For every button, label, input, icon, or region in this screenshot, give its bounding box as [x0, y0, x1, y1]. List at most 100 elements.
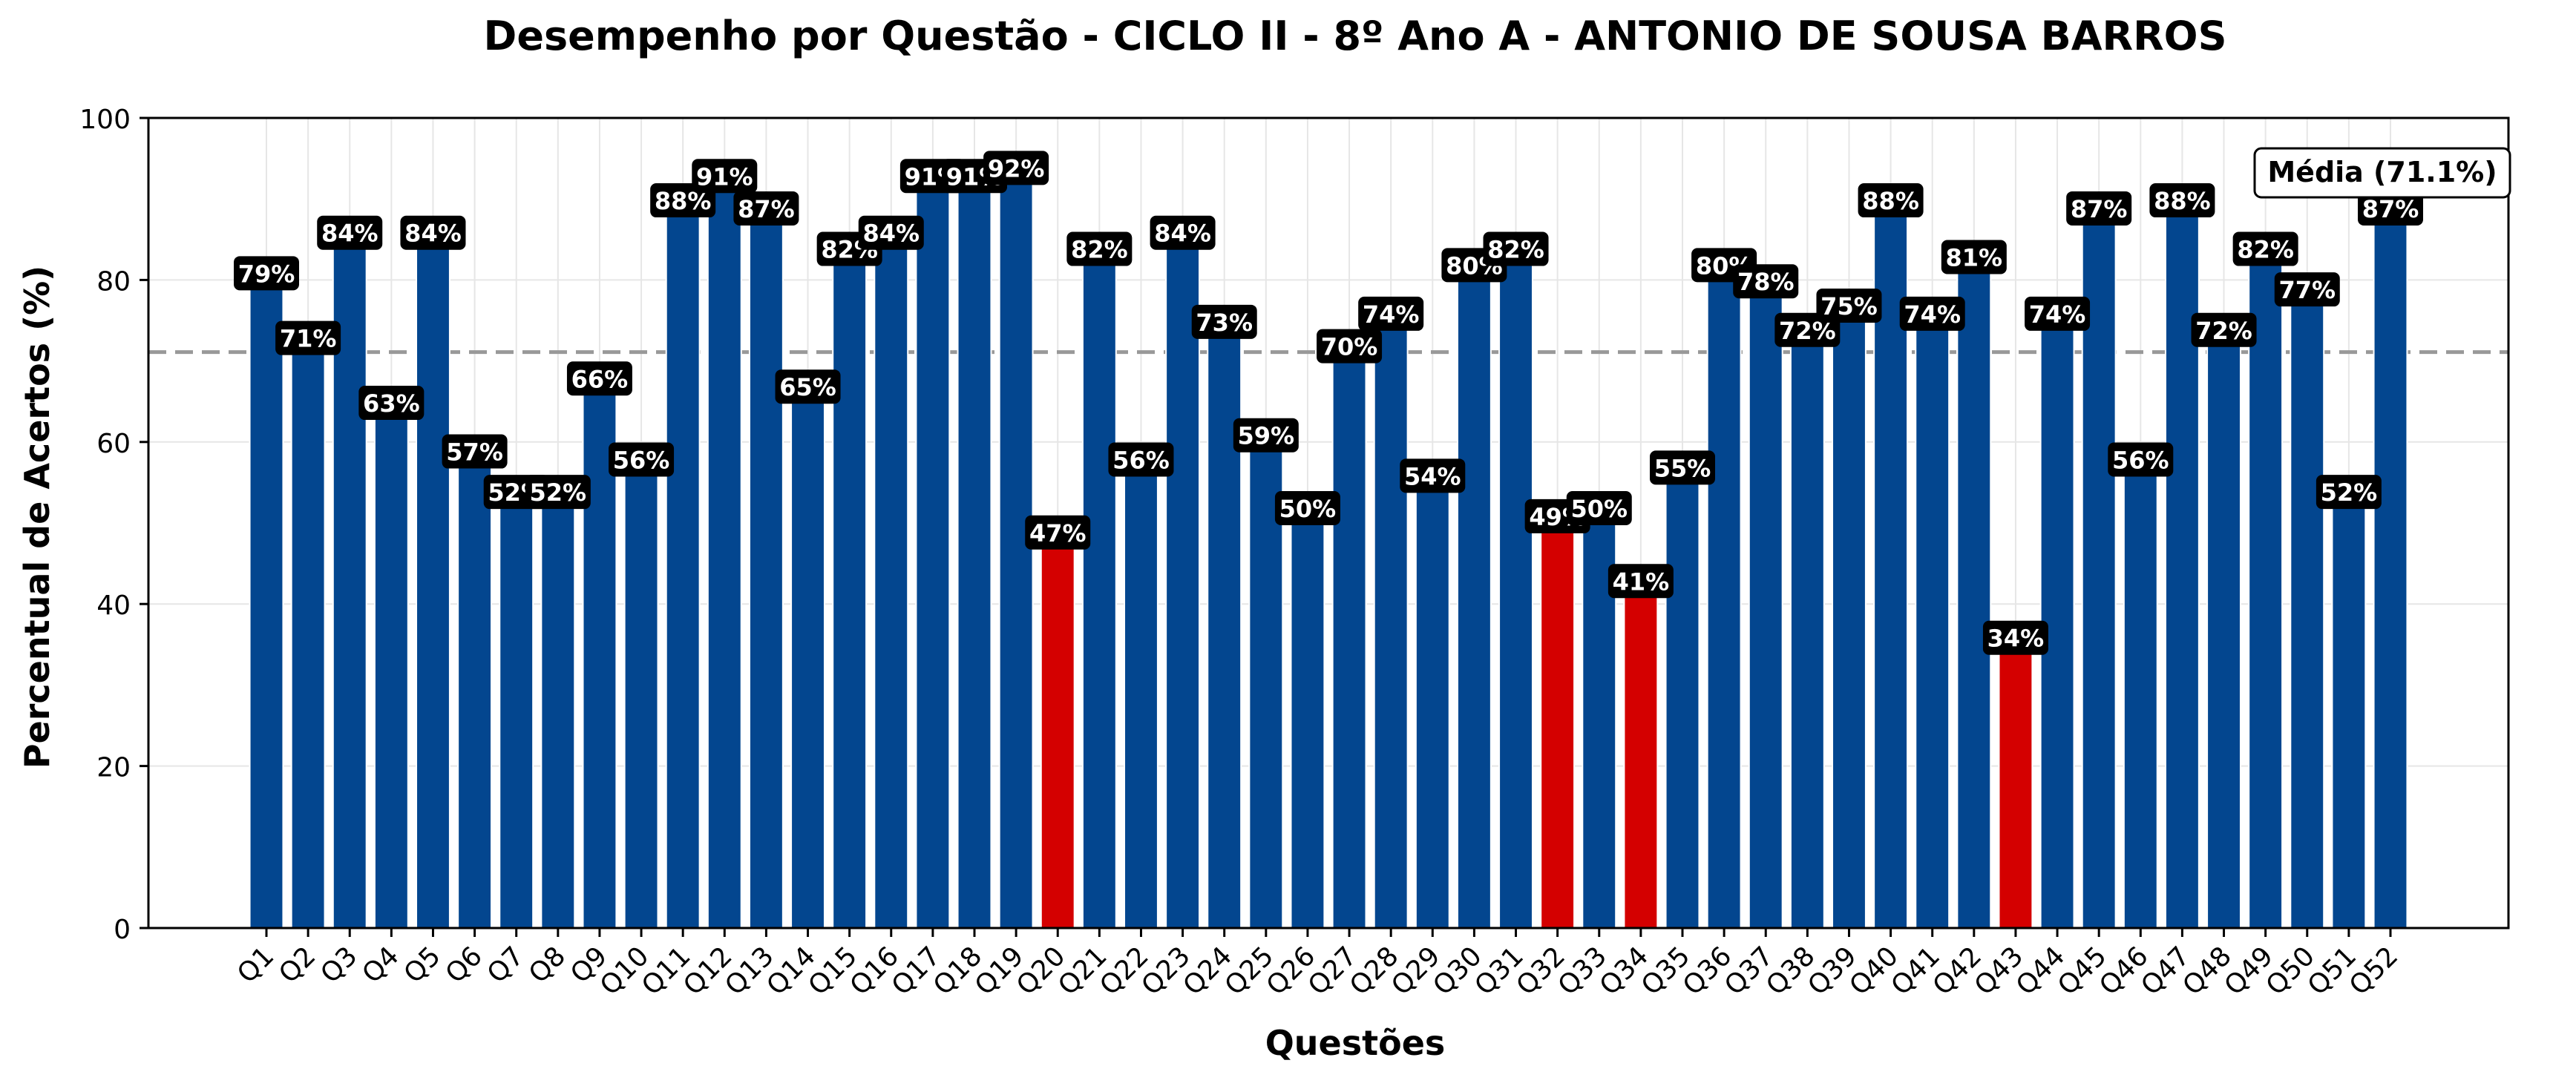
data-label-box — [2025, 296, 2091, 331]
bar — [748, 222, 784, 929]
bar — [1290, 522, 1325, 929]
bar — [665, 214, 701, 930]
mean-legend: Média (71.1%) — [2253, 147, 2511, 199]
data-label: 92% — [988, 154, 1045, 182]
data-label-box — [1733, 264, 1799, 299]
data-label-box — [1150, 215, 1216, 250]
data-label-box — [775, 369, 841, 404]
data-label-box — [1358, 296, 1424, 331]
data-label: 74% — [1904, 300, 1961, 329]
data-label-box — [1108, 442, 1174, 477]
x-tick-label: Q5 — [399, 941, 447, 989]
data-label-box — [1816, 289, 1882, 323]
y-tick-label: 60 — [96, 429, 131, 459]
x-tick-label: Q4 — [356, 941, 404, 989]
bars-layer — [249, 182, 2408, 930]
bar — [332, 246, 367, 930]
bar — [2123, 473, 2158, 929]
bar — [1124, 473, 1158, 929]
bar — [915, 190, 951, 929]
bar — [1415, 490, 1450, 929]
x-tick-label: Q52 — [2344, 941, 2404, 1001]
bar — [1915, 327, 1950, 930]
data-label-box — [2274, 272, 2340, 307]
data-label: 73% — [1196, 309, 1253, 337]
bar — [1956, 271, 1992, 930]
bar — [1040, 546, 1075, 929]
data-label: 79% — [238, 260, 295, 288]
data-label-box — [234, 256, 299, 291]
data-label-box — [1607, 564, 1674, 599]
y-tick-label: 0 — [114, 915, 131, 945]
data-label: 41% — [1613, 567, 1670, 596]
data-label: 84% — [404, 220, 462, 248]
bar — [832, 263, 868, 929]
chart-title: Desempenho por Questão - CICLO II - 8º A… — [484, 13, 2227, 59]
y-axis: 0 20 40 60 80 100 — [79, 105, 148, 945]
data-label: 70% — [1321, 333, 1378, 361]
data-label-box — [1483, 231, 1549, 266]
data-label: 66% — [571, 365, 629, 393]
data-label: 74% — [2029, 300, 2086, 329]
bar — [373, 417, 409, 929]
data-label-box — [1025, 515, 1091, 550]
data-label-box — [858, 215, 924, 250]
bar — [874, 246, 909, 930]
data-label: 54% — [1404, 462, 1461, 490]
data-label: 47% — [1029, 519, 1087, 547]
data-label: 65% — [779, 373, 836, 401]
data-label-box — [275, 320, 341, 355]
x-tick-label: Q7 — [482, 941, 530, 989]
bar — [1498, 263, 1533, 929]
data-label-box — [1274, 491, 1340, 525]
data-label-box — [317, 215, 383, 250]
data-label: 57% — [446, 438, 503, 467]
data-label: 56% — [2112, 446, 2169, 474]
data-label-box — [1899, 296, 1965, 331]
bar — [2331, 506, 2367, 929]
bar — [249, 287, 284, 929]
y-tick-label: 80 — [96, 266, 131, 297]
data-label-box — [2316, 475, 2382, 510]
bar — [1789, 343, 1825, 929]
bar — [1456, 279, 1492, 929]
data-label: 50% — [1570, 495, 1628, 523]
mean-legend-box — [2253, 147, 2511, 199]
data-label-box — [1941, 240, 2007, 274]
bar — [790, 401, 825, 929]
data-label-box — [2149, 183, 2215, 218]
data-label-box — [1566, 491, 1632, 525]
bar — [957, 190, 992, 929]
y-tick-label: 40 — [96, 590, 131, 621]
data-label: 59% — [1238, 422, 1295, 450]
data-label-box — [692, 159, 758, 194]
data-label-box — [566, 361, 632, 396]
data-label: 75% — [1820, 292, 1878, 320]
data-label-box — [1982, 620, 2048, 655]
mean-legend-label: Média (71.1%) — [2267, 156, 2497, 188]
bar — [623, 473, 659, 929]
data-label: 78% — [1737, 268, 1795, 296]
bar — [1373, 327, 1409, 930]
x-axis: Q1Q2Q3Q4Q5Q6Q7Q8Q9Q10Q11Q12Q13Q14Q15Q16Q… — [232, 928, 2404, 1001]
data-label: 87% — [738, 195, 795, 223]
data-label: 82% — [1487, 236, 1544, 264]
data-label-box — [358, 386, 425, 421]
data-label: 82% — [1071, 236, 1128, 264]
data-label-box — [442, 434, 508, 469]
bar — [1706, 279, 1742, 929]
data-label-box — [1400, 458, 1466, 493]
data-label: 81% — [1946, 243, 2003, 272]
data-label: 34% — [1987, 625, 2045, 653]
bar — [290, 352, 326, 929]
bar — [499, 506, 534, 929]
data-label-box — [983, 151, 1049, 185]
bar — [1081, 263, 1117, 929]
data-label-box — [2191, 312, 2257, 347]
data-label-box — [1233, 418, 1299, 453]
data-label: 55% — [1654, 454, 1711, 482]
data-label: 87% — [2071, 195, 2128, 223]
x-tick-label: Q8 — [523, 941, 571, 989]
bar — [2248, 263, 2284, 929]
